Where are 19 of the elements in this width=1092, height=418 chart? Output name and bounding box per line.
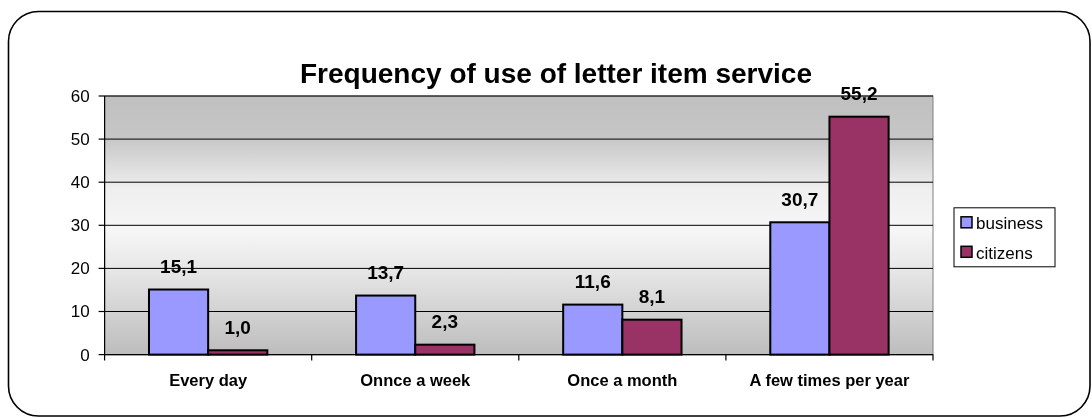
y-tick-label: 10 — [70, 302, 90, 322]
data-label: 1,0 — [224, 316, 251, 338]
y-tick-label: 20 — [70, 259, 90, 279]
y-tick-label: 0 — [80, 345, 90, 365]
y-tick-label: 40 — [70, 173, 90, 193]
data-label: 8,1 — [638, 286, 666, 308]
y-tick-label: 30 — [70, 216, 90, 236]
y-tick-label: 50 — [70, 130, 90, 150]
x-tick-label: Once a month — [567, 370, 678, 389]
data-label: 2,3 — [431, 311, 459, 333]
data-label: 11,6 — [574, 271, 611, 293]
data-label: 30,7 — [781, 188, 819, 210]
x-tick-label: Every day — [169, 370, 248, 389]
y-tick-label: 60 — [70, 86, 90, 106]
legend-label: citizens — [976, 243, 1033, 263]
x-tick-label: Onnce a week — [360, 370, 472, 389]
chart-title: Frequency of use of letter item service — [300, 58, 812, 89]
legend-label: business — [976, 214, 1044, 234]
x-tick-label: A few times per year — [749, 370, 910, 389]
